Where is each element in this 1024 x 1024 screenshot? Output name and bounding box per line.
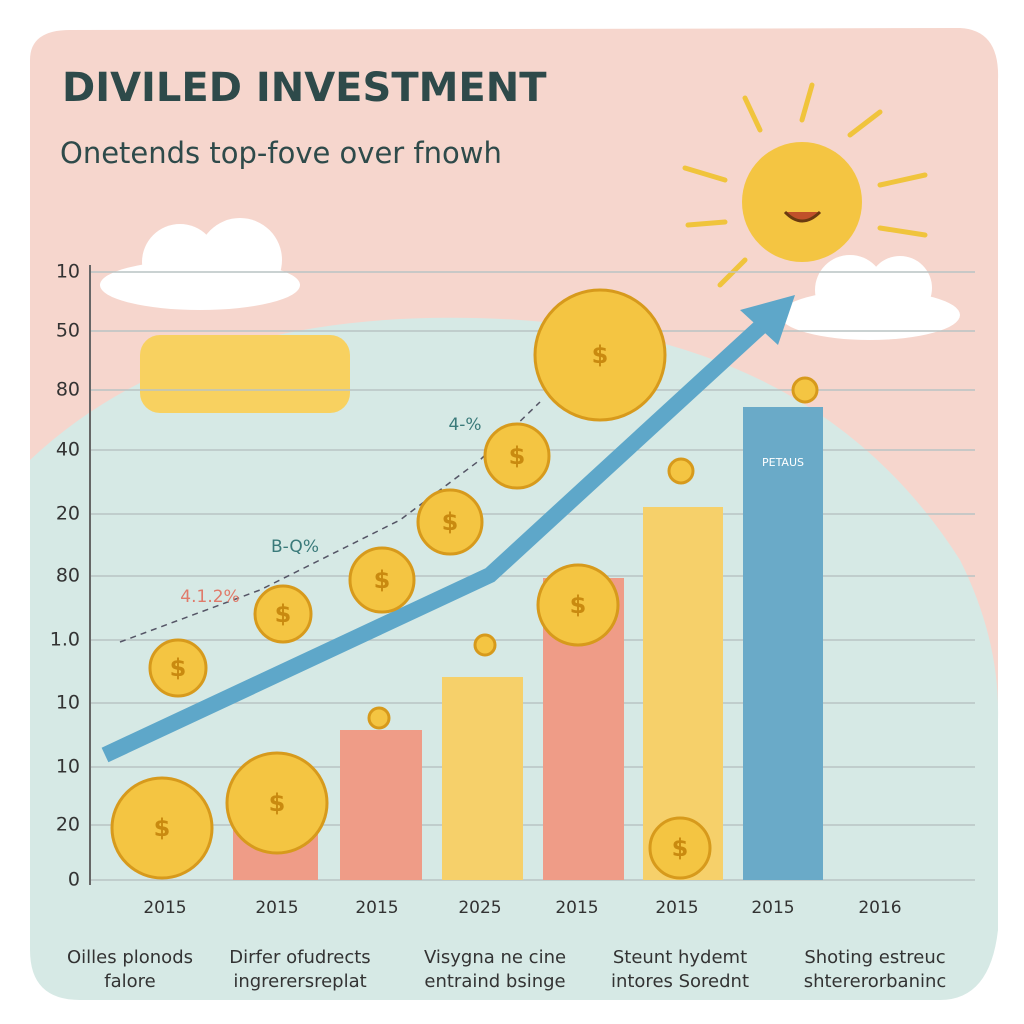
subtitle: Onetends top-fove over fnowh <box>60 136 502 170</box>
coin-symbol: $ <box>592 341 609 369</box>
coin <box>148 638 208 698</box>
y-axis-label: 80 <box>56 565 80 587</box>
bars <box>233 407 823 880</box>
coin <box>253 584 313 644</box>
bar <box>743 407 823 880</box>
title: DIVILED INVESTMENT <box>62 65 547 111</box>
caption: Oilles plonods <box>67 947 193 968</box>
trend-arrow <box>101 312 776 763</box>
caption: intores Sorednt <box>611 971 749 992</box>
y-axis-label: 80 <box>56 379 80 401</box>
x-axis-label: 2015 <box>355 898 398 918</box>
x-axis-label: 2015 <box>555 898 598 918</box>
y-axis-label: 50 <box>56 320 80 342</box>
coin <box>483 422 551 490</box>
coin <box>225 751 329 855</box>
coin-symbol: $ <box>374 566 391 594</box>
annotation: 4-% <box>448 415 481 435</box>
coin-symbol: $ <box>509 442 526 470</box>
x-axis-label: 2015 <box>143 898 186 918</box>
y-axis-label: 10 <box>56 692 80 714</box>
x-axis-label: 2015 <box>655 898 698 918</box>
coin <box>533 288 667 422</box>
caption: falore <box>104 971 155 992</box>
annotation: B-Q% <box>271 537 319 557</box>
coin <box>348 546 416 614</box>
coin <box>667 457 695 485</box>
coin <box>536 563 620 647</box>
coin <box>791 376 819 404</box>
coin <box>648 816 712 880</box>
y-axis-label: 10 <box>56 756 80 778</box>
x-axis-label: 2015 <box>751 898 794 918</box>
bar <box>442 677 523 880</box>
caption: Steunt hydemt <box>613 947 747 968</box>
x-axis-label: 2015 <box>255 898 298 918</box>
coin-symbol: $ <box>672 834 689 862</box>
annotation: 4.1.2% <box>180 587 239 607</box>
bar-label: PETAUS <box>762 456 804 469</box>
coin-symbol: $ <box>442 508 459 536</box>
bar <box>340 730 422 880</box>
y-axis-label: 40 <box>56 439 80 461</box>
arrow-head <box>740 295 795 345</box>
caption: Shoting estreuc <box>804 947 945 968</box>
coin-symbol: $ <box>269 789 286 817</box>
coin-symbol: $ <box>275 600 292 628</box>
caption: ingrerersreplat <box>233 971 366 992</box>
y-axis-label: 20 <box>56 814 80 836</box>
caption: Visygna ne cine <box>424 947 566 968</box>
coin-symbol: $ <box>170 654 187 682</box>
coin <box>367 706 391 730</box>
x-axis-label: 2016 <box>858 898 901 918</box>
caption: Dirfer ofudrects <box>229 947 370 968</box>
caption: entraind bsinge <box>424 971 565 992</box>
y-axis-label: 1.0 <box>50 629 80 651</box>
coin <box>110 776 214 880</box>
coin <box>473 633 497 657</box>
coin-symbol: $ <box>570 591 587 619</box>
sign-board <box>140 335 350 413</box>
x-axis-label: 2025 <box>458 898 501 918</box>
coin <box>416 488 484 556</box>
coin-symbol: $ <box>154 814 171 842</box>
y-axis-label: 0 <box>68 869 80 891</box>
y-axis-label: 10 <box>56 261 80 283</box>
caption: shtererorbaninc <box>804 971 947 992</box>
y-axis-label: 20 <box>56 503 80 525</box>
